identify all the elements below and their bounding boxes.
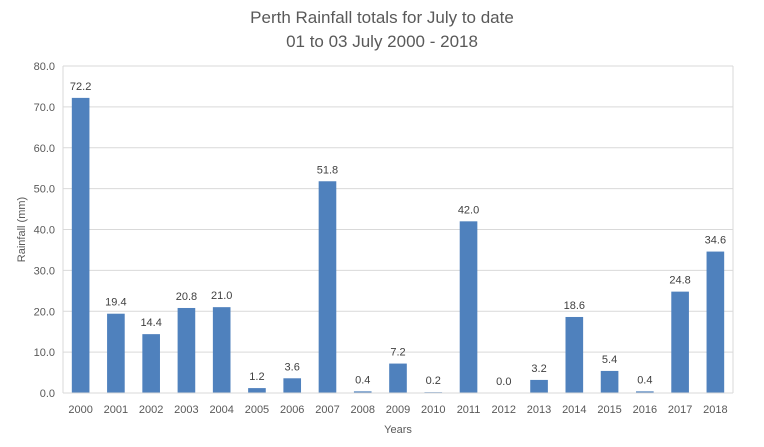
x-axis-title: Years xyxy=(384,424,412,436)
data-label: 42.0 xyxy=(458,204,479,216)
y-axis-ticks: 0.0 10.0 20.0 30.0 40.0 50.0 60.0 70.0 80.0 xyxy=(34,61,55,400)
bars xyxy=(71,97,725,393)
x-tick-label: 2013 xyxy=(527,404,551,416)
y-tick-label: 20.0 xyxy=(34,306,55,318)
y-tick-label: 50.0 xyxy=(34,184,55,196)
x-tick-label: 2016 xyxy=(633,404,657,416)
x-tick-label: 2011 xyxy=(457,404,481,416)
data-label: 18.6 xyxy=(564,300,585,312)
x-tick-label: 2008 xyxy=(350,404,374,416)
bar xyxy=(107,313,125,393)
bar xyxy=(600,370,619,393)
y-tick-label: 0.0 xyxy=(40,388,55,400)
bar xyxy=(389,363,407,393)
x-tick-label: 2007 xyxy=(315,404,339,416)
x-tick-label: 2012 xyxy=(492,404,516,416)
data-label: 0.2 xyxy=(426,375,441,387)
x-tick-label: 2014 xyxy=(562,404,586,416)
bar xyxy=(318,181,337,393)
data-label: 3.6 xyxy=(285,361,300,373)
bar xyxy=(565,316,584,393)
x-tick-label: 2010 xyxy=(421,404,445,416)
data-label: 3.2 xyxy=(531,363,546,375)
data-label: 14.4 xyxy=(140,317,161,329)
x-tick-label: 2009 xyxy=(386,404,410,416)
x-tick-label: 2000 xyxy=(68,404,92,416)
x-tick-label: 2003 xyxy=(174,404,198,416)
data-label: 20.8 xyxy=(176,291,197,303)
data-label: 0.4 xyxy=(637,374,652,386)
data-labels: 72.2 19.4 14.4 20.8 21.0 1.2 3.6 51.8 0.4 7.2 0.2 4… xyxy=(70,81,726,388)
bar xyxy=(142,334,160,393)
x-tick-label: 2002 xyxy=(139,404,163,416)
x-axis-ticks: 2000 2001 2002 2003 2004 2005 2006 2007 2008 2009… xyxy=(68,404,727,416)
y-axis-title: Rainfall (mm) xyxy=(16,197,28,262)
bar xyxy=(177,307,196,393)
y-tick-label: 60.0 xyxy=(34,143,55,155)
gridlines xyxy=(62,65,734,393)
data-label: 21.0 xyxy=(211,290,232,302)
x-tick-label: 2017 xyxy=(668,404,692,416)
data-label: 19.4 xyxy=(105,297,126,309)
x-tick-label: 2005 xyxy=(245,404,269,416)
x-tick-label: 2006 xyxy=(280,404,304,416)
y-tick-label: 30.0 xyxy=(34,265,55,277)
bar xyxy=(636,391,654,393)
data-label: 0.0 xyxy=(496,376,511,388)
y-tick-label: 40.0 xyxy=(34,225,55,237)
data-label: 0.4 xyxy=(355,374,370,386)
bar xyxy=(706,251,725,393)
data-label: 34.6 xyxy=(705,235,726,247)
bar xyxy=(459,221,478,393)
x-tick-label: 2018 xyxy=(703,404,727,416)
bar xyxy=(283,378,302,393)
x-tick-label: 2001 xyxy=(104,404,128,416)
chart-title: Perth Rainfall totals for July to date xyxy=(250,8,514,27)
x-tick-label: 2004 xyxy=(209,404,233,416)
bar xyxy=(248,388,266,393)
data-label: 51.8 xyxy=(317,164,338,176)
data-label: 24.8 xyxy=(669,275,690,287)
bar xyxy=(671,291,689,393)
bar xyxy=(353,391,372,393)
x-tick-label: 2015 xyxy=(597,404,621,416)
data-label: 72.2 xyxy=(70,81,91,93)
y-tick-label: 10.0 xyxy=(34,347,55,359)
data-label: 5.4 xyxy=(602,354,617,366)
bar xyxy=(71,97,90,393)
chart-subtitle: 01 to 03 July 2000 - 2018 xyxy=(286,32,478,51)
data-label: 1.2 xyxy=(249,371,264,383)
y-tick-label: 70.0 xyxy=(34,102,55,114)
bar xyxy=(212,307,231,393)
bar xyxy=(530,379,548,393)
y-tick-label: 80.0 xyxy=(34,61,55,73)
data-label: 7.2 xyxy=(390,347,405,359)
